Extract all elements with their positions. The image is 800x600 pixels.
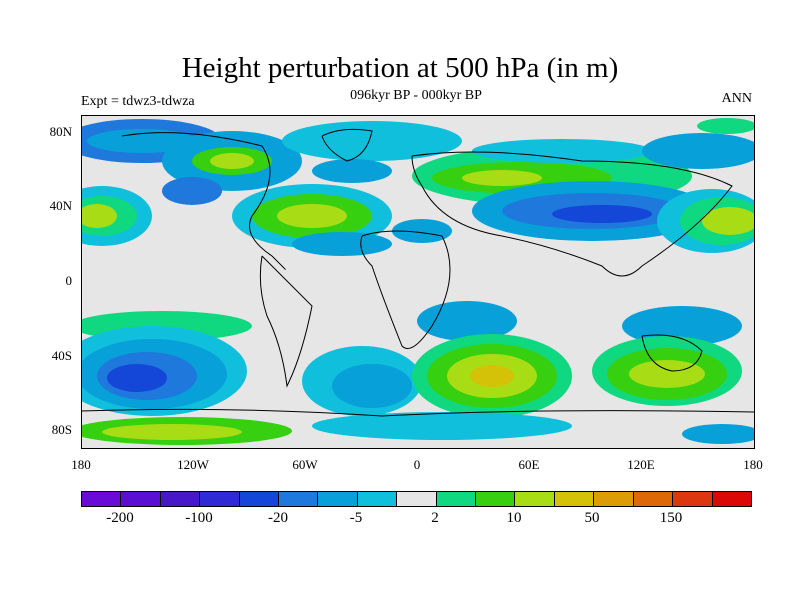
lat-label-80s: 80S [51, 422, 72, 437]
map-plot-area [81, 115, 755, 449]
colorbar-label: 150 [659, 510, 683, 526]
colorbar-swatch [476, 492, 516, 506]
contour-fill-midlat-north [82, 177, 754, 256]
lon-label-180-west: 180 [71, 457, 91, 472]
colorbar-swatch [673, 492, 713, 506]
contour-fill-south [82, 301, 754, 445]
colorbar-label: 50 [584, 510, 600, 526]
colorbar-label: 10 [506, 510, 522, 526]
colorbar-swatch [357, 492, 398, 506]
lon-label-120e: 120E [627, 457, 655, 472]
map-subtitle: 096kyr BP - 000kyr BP [350, 88, 482, 103]
colorbar-swatch [594, 492, 634, 506]
lon-label-60w: 60W [292, 457, 318, 472]
colorbar-swatch [712, 492, 751, 506]
lon-label-60e: 60E [518, 457, 540, 472]
lat-label-80n: 80N [49, 124, 72, 139]
lat-label-equator: 0 [65, 273, 73, 288]
lat-label-40s: 40S [51, 348, 72, 363]
lon-label-180-east: 180 [743, 457, 763, 472]
colorbar-swatch [160, 492, 201, 506]
colorbar-swatch [239, 492, 280, 506]
lon-label-120w: 120W [177, 457, 209, 472]
colorbar-swatch [397, 492, 437, 506]
colorbar-swatch [515, 492, 555, 506]
colorbar-swatch [318, 492, 358, 506]
colorbar-swatch [121, 492, 161, 506]
coastlines [82, 128, 754, 417]
map-field [82, 118, 754, 445]
experiment-label: Expt = tdwz3-tdwza [81, 94, 195, 109]
colorbar-label: 2 [431, 510, 439, 526]
colorbar-swatch [633, 492, 674, 506]
season-label: ANN [721, 91, 752, 106]
colorbar-swatch [200, 492, 240, 506]
colorbar-label: -200 [106, 510, 134, 526]
colorbar-swatch [279, 492, 319, 506]
colorbar-label: -20 [268, 510, 288, 526]
lon-label-0: 0 [413, 457, 421, 472]
colorbar-swatch [82, 492, 122, 506]
colorbar-swatch [554, 492, 595, 506]
colorbar [81, 491, 752, 507]
lat-label-40n: 40N [49, 198, 72, 213]
map-title: Height perturbation at 500 hPa (in m) [181, 52, 619, 84]
colorbar-swatch [436, 492, 477, 506]
colorbar-label: -5 [349, 510, 363, 526]
colorbar-label: -100 [185, 510, 213, 526]
